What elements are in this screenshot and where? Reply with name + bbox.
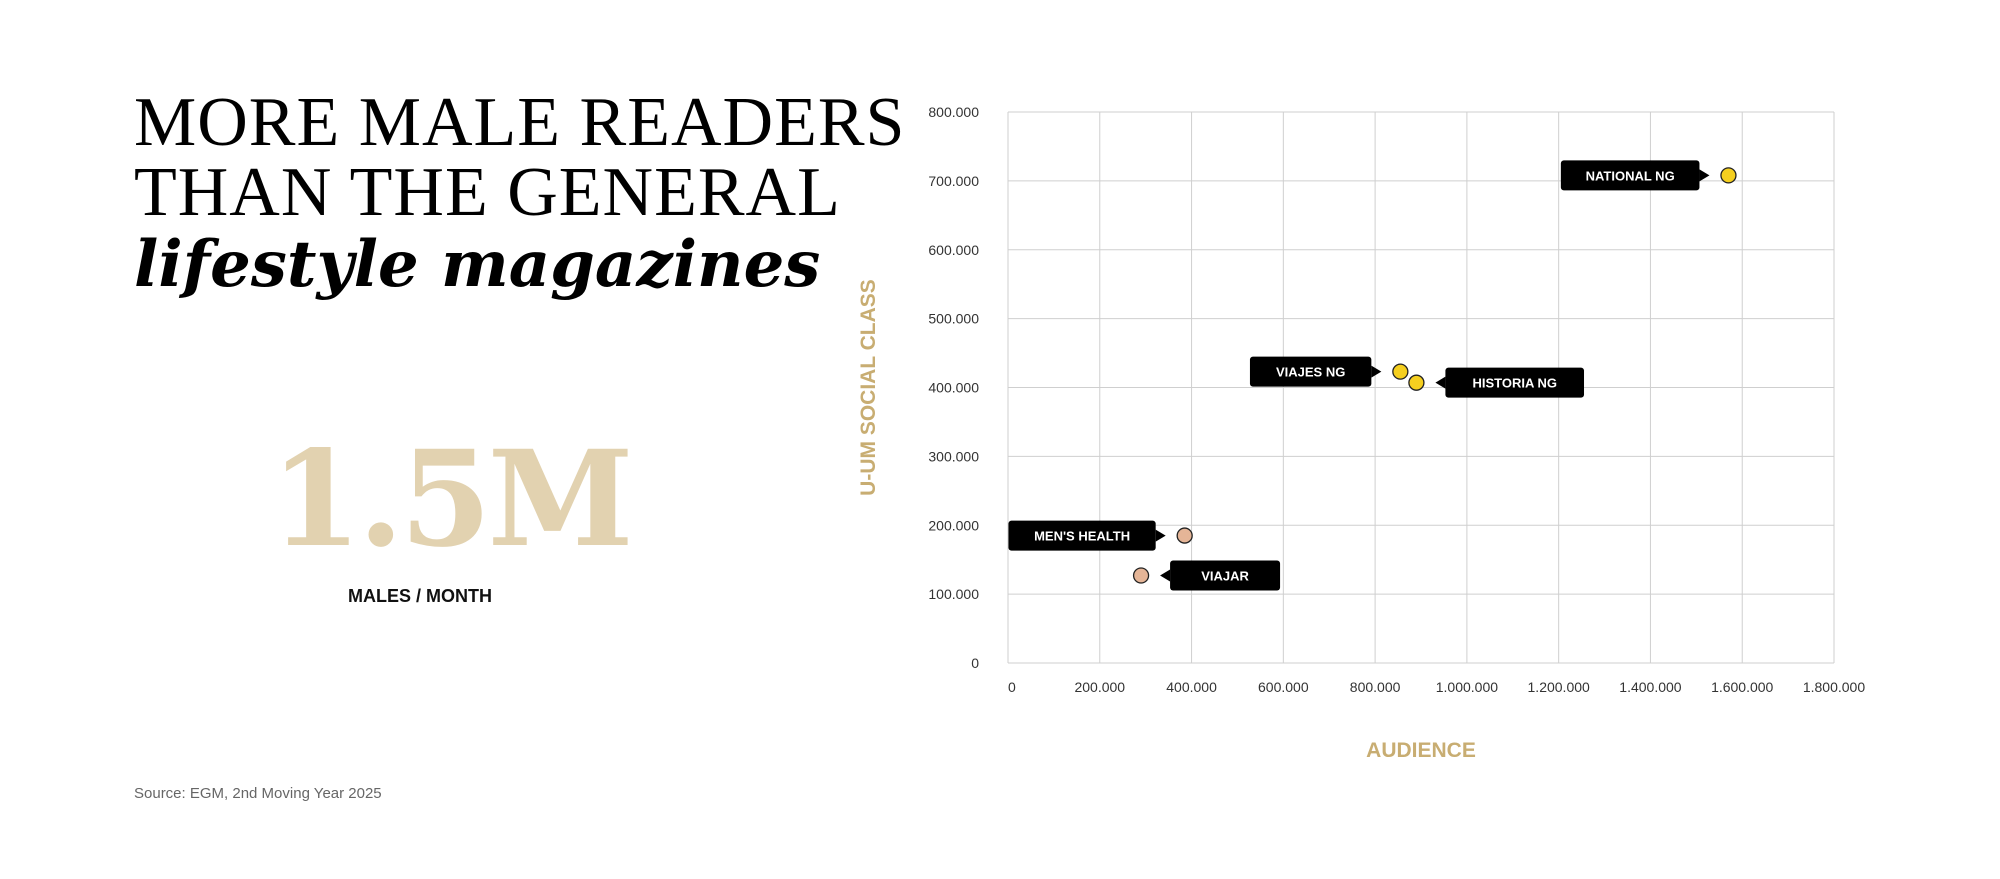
data-point <box>1408 374 1425 391</box>
point-label-pointer <box>1371 365 1382 378</box>
y-tick-label: 300.000 <box>928 448 979 464</box>
x-tick-label: 1.400.000 <box>1619 679 1681 695</box>
point-label-box <box>1008 520 1156 551</box>
headline-line-1: MORE MALE READERS <box>134 84 906 161</box>
data-point-group: VIAJAR <box>1132 560 1281 591</box>
x-tick-label: 1.000.000 <box>1436 679 1498 695</box>
y-tick-label: 500.000 <box>928 311 979 327</box>
headline-line-3: lifestyle magazines <box>134 227 821 302</box>
point-label: NATIONAL NG <box>1586 168 1675 183</box>
point-label-box <box>1249 356 1372 387</box>
stat-label: MALES / MONTH <box>348 586 492 606</box>
source-note: Source: EGM, 2nd Moving Year 2025 <box>134 785 382 802</box>
data-point-group: HISTORIA NG <box>1408 367 1585 398</box>
point-label: VIAJAR <box>1201 569 1249 584</box>
point-label: HISTORIA NG <box>1472 376 1557 391</box>
point-label-box <box>1170 560 1281 591</box>
x-tick-label: 1.800.000 <box>1803 679 1865 695</box>
point-label: VIAJES NG <box>1276 365 1345 380</box>
y-tick-label: 600.000 <box>928 242 979 258</box>
point-label-pointer <box>1699 169 1710 182</box>
point-label-pointer <box>1160 569 1171 582</box>
y-axis-title: U-UM SOCIAL CLASS <box>857 279 880 496</box>
y-tick-label: 400.000 <box>928 380 979 396</box>
data-point-group: VIAJES NG <box>1249 356 1409 387</box>
data-point <box>1132 567 1150 584</box>
x-tick-label: 1.200.000 <box>1528 679 1590 695</box>
x-tick-label: 200.000 <box>1074 679 1125 695</box>
point-label-pointer <box>1155 529 1166 542</box>
point-label-box <box>1560 160 1700 191</box>
point-label: MEN'S HEALTH <box>1034 529 1130 544</box>
point-label-box <box>1445 367 1585 398</box>
data-point <box>1176 527 1193 544</box>
x-tick-label: 0 <box>1008 679 1016 695</box>
y-tick-label: 100.000 <box>928 586 979 602</box>
x-tick-label: 1.600.000 <box>1711 679 1773 695</box>
y-tick-label: 200.000 <box>928 517 979 533</box>
point-label-pointer <box>1435 376 1446 389</box>
data-point <box>1392 363 1409 380</box>
x-tick-label: 600.000 <box>1258 679 1309 695</box>
y-tick-label: 0 <box>971 655 979 671</box>
y-tick-label: 800.000 <box>928 104 979 120</box>
headline-line-2: THAN THE GENERAL <box>134 154 841 231</box>
x-tick-label: 800.000 <box>1350 679 1401 695</box>
x-tick-label: 400.000 <box>1166 679 1217 695</box>
y-tick-label: 700.000 <box>928 173 979 189</box>
headline: MORE MALE READERS THAN THE GENERAL lifes… <box>134 84 906 302</box>
data-point <box>1720 167 1737 184</box>
x-axis-title: AUDIENCE <box>1366 739 1476 762</box>
data-point-group: NATIONAL NG <box>1560 160 1737 191</box>
data-point-group: MEN'S HEALTH <box>1008 520 1193 551</box>
